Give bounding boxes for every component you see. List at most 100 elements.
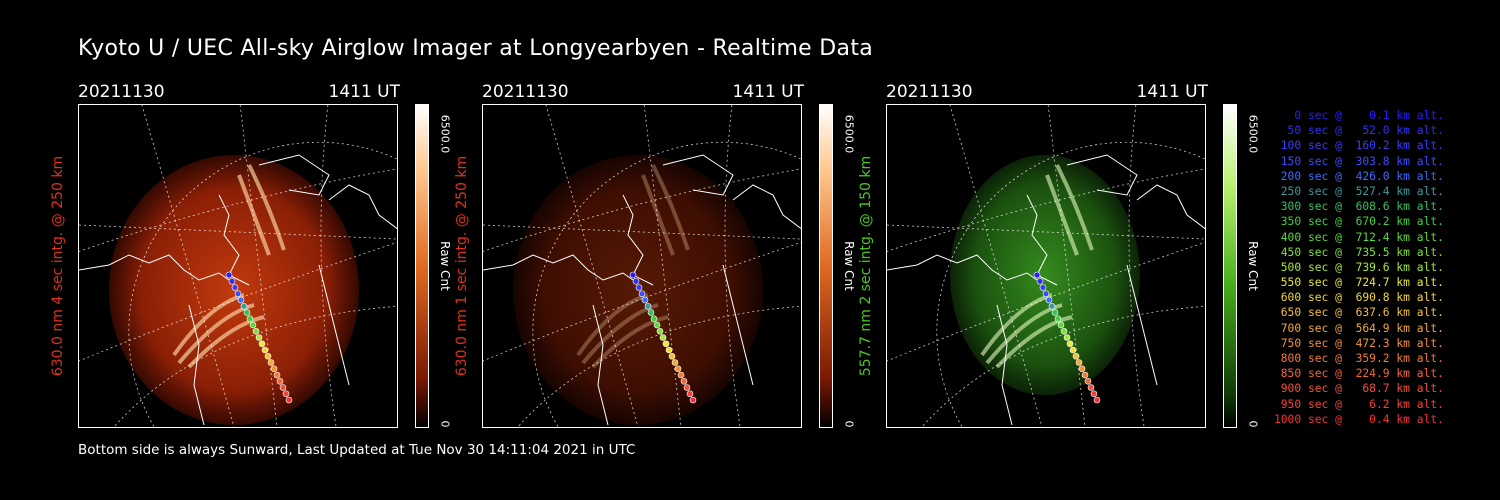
panel-date: 20211130 [482, 82, 569, 102]
trajectory-point [1048, 302, 1056, 310]
trajectory-point [237, 296, 245, 304]
map-grid-line [643, 105, 682, 427]
map-grid-line [724, 105, 741, 427]
trajectory-point [650, 315, 658, 323]
panel-time: 1411 UT [328, 82, 401, 102]
trajectory-point [1054, 315, 1062, 323]
trajectory-point [273, 371, 281, 379]
legend-entry: 100 sec @ 160.2 km alt. [1273, 139, 1444, 153]
legend-entry: 650 sec @ 637.6 km alt. [1273, 306, 1444, 320]
coastline [258, 154, 330, 196]
trajectory-point [638, 290, 646, 298]
map-grid-line [113, 305, 397, 427]
allsky-map [887, 105, 1205, 427]
trajectory-point [225, 271, 233, 279]
aurora-arc [1045, 174, 1079, 256]
colorbar-min-label: 0 [1246, 420, 1260, 428]
trajectory-point [282, 390, 290, 398]
trajectory-point [276, 377, 284, 385]
map-grid-line [887, 168, 1205, 252]
legend-entry: 700 sec @ 564.9 km alt. [1273, 321, 1444, 335]
aurora-arc [237, 174, 271, 256]
trajectory-point [680, 377, 688, 385]
coastline [722, 264, 754, 386]
trajectory-point [1045, 296, 1053, 304]
trajectory-point [1081, 371, 1089, 379]
trajectory-point [686, 390, 694, 398]
coastline [328, 184, 397, 230]
panel-date: 20211130 [78, 82, 165, 102]
legend-entry: 250 sec @ 527.4 km alt. [1273, 184, 1444, 198]
trajectory-point [243, 309, 251, 316]
map-grid-line [1128, 105, 1145, 427]
trajectory-point [1057, 321, 1065, 329]
map-grid-line [532, 141, 801, 427]
panel-date: 20211130 [886, 82, 973, 102]
trajectory-point [1066, 340, 1074, 348]
trajectory-point [662, 340, 670, 348]
trajectory-point [656, 327, 664, 335]
coastline [996, 304, 1013, 426]
colorbar-min-label: 0 [438, 420, 452, 428]
legend-entry: 0 sec @ 0.1 km alt. [1273, 109, 1444, 122]
legend-entry: 350 sec @ 670.2 km alt. [1273, 215, 1444, 229]
trajectory-point [1039, 284, 1047, 291]
legend-entry: 600 sec @ 690.8 km alt. [1273, 291, 1444, 305]
panel-side-label: 630.0 nm 4 sec intg. @ 250 km [50, 155, 66, 377]
trajectory-point [270, 365, 278, 373]
legend-entry: 200 sec @ 426.0 km alt. [1273, 169, 1444, 183]
colorbar [819, 104, 833, 428]
trajectory-point [1090, 390, 1098, 398]
trajectory-point [665, 346, 673, 354]
trajectory-point [677, 371, 685, 379]
footer-status: Bottom side is always Sunward, Last Upda… [78, 442, 636, 458]
trajectory-point [240, 302, 248, 310]
trajectory-point [1051, 309, 1059, 316]
allsky-map [79, 105, 397, 427]
colorbar [415, 104, 429, 428]
trajectory-point [632, 277, 640, 285]
colorbar-min-label: 0 [842, 420, 856, 428]
allsky-image [482, 104, 802, 428]
trajectory-point [1063, 334, 1071, 341]
trajectory-legend: 0 sec @ 0.1 km alt. 50 sec @ 52.0 km alt… [1262, 108, 1444, 427]
colorbar-max-label: 6500.0 [438, 114, 452, 154]
trajectory-point [264, 352, 272, 360]
trajectory-point [285, 396, 293, 404]
trajectory-point [1072, 352, 1080, 360]
coastline [887, 254, 1038, 281]
trajectory-point [249, 321, 257, 329]
trajectory-point [1093, 396, 1101, 404]
trajectory-point [668, 352, 676, 360]
coastline [188, 304, 205, 426]
trajectory-point [647, 309, 655, 316]
map-grid-line [921, 305, 1205, 427]
coastline [1026, 194, 1058, 286]
trajectory-point [258, 340, 266, 348]
map-grid-line [79, 224, 397, 240]
colorbar [1223, 104, 1237, 428]
panel-side-label: 557.7 nm 2 sec intg. @ 150 km [858, 155, 874, 377]
trajectory-point [1036, 277, 1044, 285]
trajectory-point [683, 384, 691, 391]
trajectory-point [279, 384, 287, 391]
map-grid-line [79, 168, 397, 252]
colorbar-unit-label: Raw Cnt [438, 241, 452, 291]
legend-entry: 300 sec @ 608.6 km alt. [1273, 200, 1444, 214]
coastline [1136, 184, 1205, 230]
coastline [218, 194, 250, 286]
trajectory-point [252, 327, 260, 335]
coastline [1126, 264, 1158, 386]
legend-entry: 150 sec @ 303.8 km alt. [1273, 154, 1444, 168]
aurora-arc [980, 293, 1053, 357]
map-grid-line [483, 168, 801, 252]
trajectory-point [261, 346, 269, 354]
panel-time: 1411 UT [732, 82, 805, 102]
map-grid-line [936, 141, 1205, 427]
trajectory-point [246, 315, 254, 323]
image-panel-1: 20211130 1411 UT 630.0 nm 4 sec intg. @ … [50, 80, 478, 430]
map-grid-line [320, 105, 337, 427]
legend-entry: 850 sec @ 224.9 km alt. [1273, 367, 1444, 381]
colorbar-max-label: 6500.0 [842, 114, 856, 154]
legend-entry: 950 sec @ 6.2 km alt. [1273, 397, 1444, 411]
